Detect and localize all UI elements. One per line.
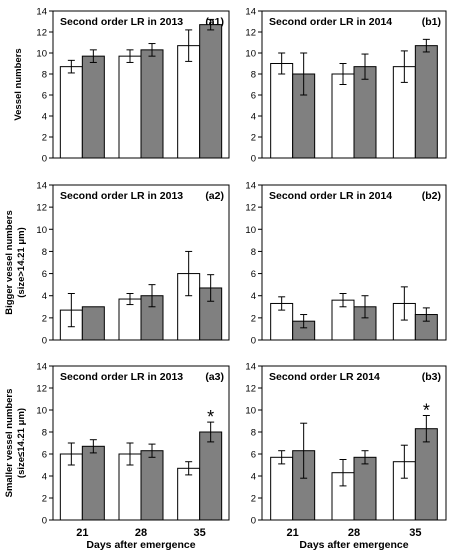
panel-b2-ytick-label: 8 [251, 247, 256, 258]
panel-b2-ytick-label: 2 [251, 313, 256, 324]
panel-a1-ytick-label: 6 [42, 91, 47, 102]
panel-a1-bar [81, 55, 105, 159]
panel-a3-ytick-label: 2 [42, 494, 47, 505]
panel-a3-xtick-label: 21 [76, 527, 88, 539]
panel-b3-ytick-label: 12 [245, 384, 256, 395]
panel-a2-ytick-label: 8 [42, 247, 47, 258]
panel-b3-xlabel: Days after emergence [299, 539, 408, 550]
panel-a1-ytick-label: 4 [42, 112, 47, 123]
panel-a2-ytick-label: 12 [36, 203, 47, 214]
panel-b2-ytick-label: 12 [245, 203, 256, 214]
panel-a2-ytick-label: 14 [36, 181, 47, 192]
panel-b2-ytick-label: 10 [245, 225, 256, 236]
panel-a3-ylabel: (size≤14.21 μm) [16, 408, 27, 478]
panel-a3-label: (a3) [205, 371, 224, 383]
panel-a1-ytick-label: 14 [36, 7, 47, 18]
panel-b1-bar [414, 45, 438, 159]
panel-a2-ytick-label: 2 [42, 313, 47, 324]
panel-a3-xtick-label: 28 [135, 527, 147, 539]
panel-a1-bar [140, 49, 164, 159]
panel-a1-ytick-label: 0 [42, 154, 47, 165]
panel-a1-bar [118, 55, 142, 159]
panel-b3-ytick-label: 4 [251, 472, 256, 483]
panel-a3-ytick-label: 0 [42, 516, 47, 527]
panel-b1-bar [270, 63, 294, 159]
panel-a2-ytick-label: 0 [42, 336, 47, 347]
panel-b1-ytick-label: 8 [251, 70, 256, 81]
panel-b3-ytick-label: 8 [251, 428, 256, 439]
panel-b2-title: Second order LR in 2014 [269, 190, 392, 202]
panel-a3-ytick-label: 12 [36, 384, 47, 395]
panel-a2-label: (a2) [205, 190, 224, 202]
panel-b2-label: (b2) [422, 190, 441, 202]
panel-b1-ytick-label: 10 [245, 49, 256, 60]
panel-b2-ytick-label: 4 [251, 291, 256, 302]
panel-a2-ytick-label: 10 [36, 225, 47, 236]
panel-a2-bar [118, 298, 142, 341]
panel-b3-xtick-label: 21 [287, 527, 299, 539]
panel-a1-bar [177, 45, 201, 159]
panel-b1-ytick-label: 14 [245, 7, 256, 18]
panel-b3-ytick-label: 2 [251, 494, 256, 505]
panel-a2-ytick-label: 6 [42, 269, 47, 280]
panel-b2-ytick-label: 14 [245, 181, 256, 192]
panel-b3-ytick-label: 10 [245, 406, 256, 417]
panel-b1-bar [331, 73, 355, 159]
panel-a3-bar [140, 450, 164, 521]
panel-b1-ytick-label: 2 [251, 133, 256, 144]
panel-a3-xlabel: Days after emergence [86, 539, 195, 550]
panel-a3-bar [81, 445, 105, 521]
panel-a3-ytick-label: 8 [42, 428, 47, 439]
panel-a3-ylabel: Smaller vessel numbers [4, 389, 15, 498]
panel-a1-bar [199, 24, 223, 159]
panel-b3-xtick-label: 28 [348, 527, 360, 539]
panel-a3-ytick-label: 4 [42, 472, 47, 483]
panel-b3-ytick-label: 6 [251, 450, 256, 461]
panel-b3-ytick-label: 14 [245, 362, 256, 373]
panel-b3-ytick-label: 0 [251, 516, 256, 527]
panel-b3-title: Second order LR 2014 [269, 371, 380, 383]
panel-b1-bar [353, 66, 377, 159]
panel-b1-ytick-label: 6 [251, 91, 256, 102]
panel-a2-bar [81, 306, 105, 341]
panel-a2-ylabel: Bigger vessel numbers [4, 210, 15, 315]
panel-b3-label: (b3) [422, 371, 441, 383]
panel-b1-title: Second order LR in 2014 [269, 16, 392, 28]
panel-a1-title: Second order LR in 2013 [60, 16, 183, 28]
panel-b1-label: (b1) [422, 16, 441, 28]
panel-a3-ytick-label: 10 [36, 406, 47, 417]
panel-b3-xtick-label: 35 [409, 527, 421, 539]
panel-b2-ytick-label: 6 [251, 269, 256, 280]
panel-a1-ytick-label: 2 [42, 133, 47, 144]
panel-b2-ytick-label: 0 [251, 336, 256, 347]
panel-a3-bar [177, 467, 201, 521]
panel-a1-ylabel: Vessel numbers [13, 48, 24, 120]
panel-a2-title: Second order LR in 2013 [60, 190, 183, 202]
panel-a3-ytick-label: 6 [42, 450, 47, 461]
panel-a1-ytick-label: 8 [42, 70, 47, 81]
panel-b1-ytick-label: 0 [251, 154, 256, 165]
panel-a2-ylabel: (size>14.21 μm) [16, 227, 27, 298]
panel-b3-bar [353, 456, 377, 521]
panel-a1-ytick-label: 10 [36, 49, 47, 60]
panel-a3-title: Second order LR in 2013 [60, 371, 183, 383]
panel-a3-significance-marker: * [207, 407, 214, 427]
panel-a3-ytick-label: 14 [36, 362, 47, 373]
panel-b3-significance-marker: * [423, 401, 430, 421]
panel-b1-ytick-label: 12 [245, 28, 256, 39]
panel-b3-bar [270, 456, 294, 521]
panel-a1-ytick-label: 12 [36, 28, 47, 39]
panel-a3-bar [199, 431, 223, 521]
panel-a3-xtick-label: 35 [194, 527, 206, 539]
panel-a1-bar [59, 66, 83, 159]
panel-a2-ytick-label: 4 [42, 291, 47, 302]
panel-b1-ytick-label: 4 [251, 112, 256, 123]
